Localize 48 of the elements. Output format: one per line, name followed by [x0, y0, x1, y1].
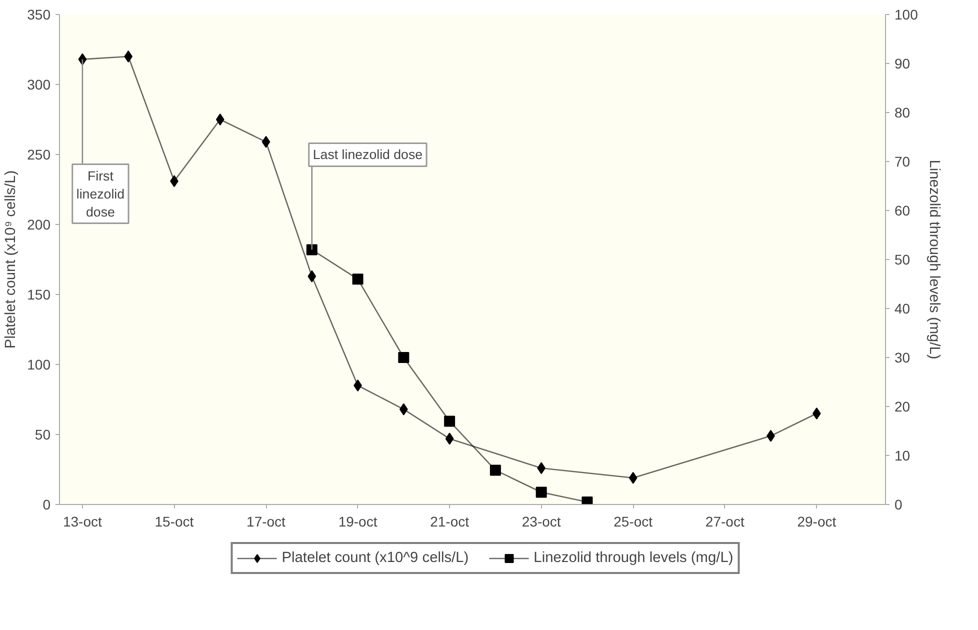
point [124, 50, 132, 62]
point [352, 274, 364, 285]
point [444, 416, 456, 427]
y-tick-label: 0 [42, 496, 51, 512]
x-tick-label: 15-oct [154, 514, 194, 530]
y2-tick-label: 10 [894, 448, 910, 464]
x-tick-label: 23-oct [522, 514, 561, 530]
y2-tick-label: 30 [894, 350, 910, 366]
point [812, 408, 821, 420]
point [354, 380, 362, 392]
x-tick-label: 25-oct [614, 514, 653, 530]
point [262, 136, 270, 148]
point [398, 352, 410, 363]
x-tick-label: 21-oct [430, 514, 470, 530]
y2-tick-label: 20 [894, 398, 910, 414]
x-tick-label: 29-oct [797, 514, 836, 530]
x-tick-label: 19-oct [338, 514, 378, 530]
y-tick-label: 100 [27, 356, 51, 372]
point [490, 464, 501, 476]
x-tick-label: 13-oct [62, 514, 102, 530]
y2-tick-label: 0 [894, 496, 902, 512]
point [306, 244, 318, 256]
y2-tick-label: 60 [894, 202, 910, 218]
y-tick-label: 50 [34, 426, 51, 442]
point [536, 486, 547, 498]
y-tick-label: 300 [27, 76, 51, 92]
y2-tick-label: 100 [894, 6, 918, 22]
point [628, 472, 638, 484]
legend-label: Platelet count (x10^9 cells/L) [282, 550, 469, 566]
point [216, 114, 224, 126]
y-tick-label: 350 [27, 6, 51, 22]
y2-tick-label: 50 [894, 252, 910, 268]
annotation: Last linezolid dose [312, 147, 423, 162]
x-tick-label: 27-oct [705, 514, 744, 530]
annotation: First linezolid dose [76, 168, 125, 220]
y-tick-label: 250 [27, 146, 51, 162]
x-tick-label: 17-oct [246, 514, 286, 530]
point [308, 270, 316, 282]
legend-label: Linezolid through levels (mg/L) [534, 550, 734, 566]
y2-tick-label: 70 [894, 154, 910, 170]
y-tick-label: 200 [27, 216, 51, 232]
y2-tick-label: 90 [894, 56, 910, 72]
point [445, 432, 454, 445]
y-axis-title: Platelet count (x10⁹ cells/L) [3, 170, 20, 349]
y2-tick-label: 80 [894, 104, 910, 120]
y-tick-label: 150 [27, 286, 51, 302]
y2-tick-label: 40 [894, 300, 910, 316]
y2-axis-title: Linezolid through levels (mg/L) [926, 160, 942, 360]
